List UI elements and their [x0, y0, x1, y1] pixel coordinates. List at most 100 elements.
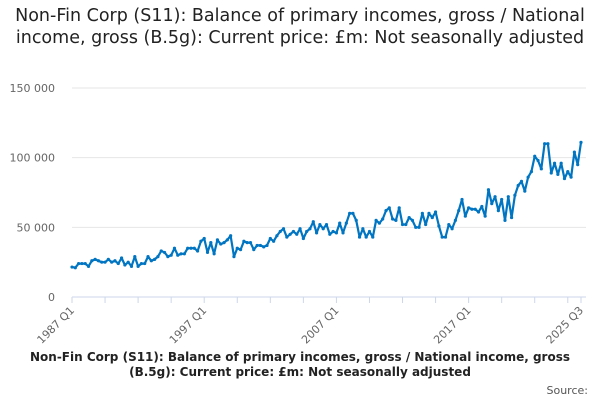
data-point[interactable]	[391, 217, 395, 221]
data-point[interactable]	[476, 210, 481, 214]
data-point[interactable]	[199, 239, 203, 243]
data-point[interactable]	[334, 231, 339, 235]
data-point[interactable]	[143, 261, 147, 266]
data-point[interactable]	[513, 193, 517, 197]
data-point[interactable]	[324, 222, 329, 227]
data-point[interactable]	[519, 179, 524, 183]
data-point[interactable]	[268, 236, 272, 241]
data-point[interactable]	[443, 235, 448, 239]
data-point[interactable]	[414, 225, 418, 229]
data-point[interactable]	[93, 257, 97, 261]
data-point[interactable]	[308, 227, 312, 231]
data-point[interactable]	[229, 234, 233, 238]
data-point[interactable]	[96, 259, 101, 263]
data-point[interactable]	[275, 234, 279, 238]
data-point[interactable]	[103, 260, 107, 264]
data-point[interactable]	[539, 167, 543, 171]
data-point[interactable]	[311, 220, 315, 224]
data-point[interactable]	[265, 243, 269, 248]
data-point[interactable]	[483, 214, 487, 218]
data-point[interactable]	[215, 238, 220, 242]
data-point[interactable]	[288, 232, 292, 236]
data-point[interactable]	[357, 235, 362, 239]
data-point[interactable]	[186, 246, 190, 250]
data-point[interactable]	[298, 227, 302, 231]
data-point[interactable]	[159, 249, 163, 253]
data-point[interactable]	[556, 172, 560, 176]
data-point[interactable]	[209, 241, 213, 245]
data-point[interactable]	[473, 207, 477, 211]
data-point[interactable]	[400, 222, 405, 227]
data-point[interactable]	[195, 249, 200, 253]
data-point[interactable]	[381, 217, 385, 221]
data-point[interactable]	[189, 246, 193, 250]
data-point[interactable]	[179, 252, 183, 256]
data-point[interactable]	[80, 261, 84, 266]
data-point[interactable]	[536, 158, 540, 163]
data-point[interactable]	[523, 189, 527, 193]
data-point[interactable]	[490, 202, 494, 206]
data-point[interactable]	[543, 142, 547, 146]
data-point[interactable]	[377, 221, 381, 225]
data-point[interactable]	[100, 260, 104, 264]
data-point[interactable]	[351, 211, 355, 215]
data-point[interactable]	[496, 209, 500, 213]
data-point[interactable]	[149, 259, 153, 263]
data-point[interactable]	[460, 197, 464, 202]
data-point[interactable]	[116, 261, 120, 266]
data-point[interactable]	[321, 227, 325, 231]
data-point[interactable]	[252, 248, 256, 252]
data-point[interactable]	[348, 211, 352, 215]
data-point[interactable]	[437, 224, 441, 228]
data-point[interactable]	[225, 238, 229, 242]
data-point[interactable]	[281, 227, 286, 231]
data-point[interactable]	[232, 254, 236, 259]
data-point[interactable]	[549, 171, 553, 175]
data-point[interactable]	[552, 161, 557, 165]
data-point[interactable]	[176, 253, 180, 257]
data-point[interactable]	[278, 229, 282, 234]
data-point[interactable]	[344, 221, 348, 225]
data-point[interactable]	[212, 252, 216, 256]
data-point[interactable]	[457, 209, 461, 213]
data-point[interactable]	[338, 221, 342, 225]
data-point[interactable]	[569, 175, 573, 179]
data-point[interactable]	[83, 261, 87, 266]
data-point[interactable]	[470, 207, 474, 211]
data-point[interactable]	[272, 239, 276, 243]
data-point[interactable]	[486, 188, 491, 192]
data-point[interactable]	[106, 257, 110, 261]
data-point[interactable]	[576, 163, 580, 167]
data-point[interactable]	[572, 150, 576, 154]
data-point[interactable]	[526, 175, 530, 179]
data-point[interactable]	[139, 261, 144, 266]
legend-series-name[interactable]: Non-Fin Corp (S11): Balance of primary i…	[30, 350, 570, 379]
data-point[interactable]	[73, 266, 77, 270]
data-point[interactable]	[77, 261, 81, 266]
data-point[interactable]	[182, 252, 186, 256]
data-point[interactable]	[417, 225, 421, 229]
data-point[interactable]	[463, 214, 467, 218]
data-point[interactable]	[133, 254, 137, 259]
data-point[interactable]	[219, 242, 223, 246]
data-point[interactable]	[262, 245, 266, 249]
data-point[interactable]	[506, 195, 510, 199]
data-point[interactable]	[480, 204, 484, 209]
data-point[interactable]	[364, 235, 368, 239]
data-point[interactable]	[384, 209, 388, 213]
data-point[interactable]	[301, 236, 305, 241]
data-point[interactable]	[447, 222, 451, 227]
data-point[interactable]	[367, 229, 372, 234]
data-point[interactable]	[516, 183, 520, 188]
data-point[interactable]	[123, 263, 127, 267]
data-point[interactable]	[450, 227, 454, 231]
data-point[interactable]	[533, 154, 537, 158]
data-point[interactable]	[341, 231, 345, 235]
data-point[interactable]	[361, 227, 365, 231]
data-point[interactable]	[440, 235, 444, 239]
data-point[interactable]	[397, 206, 401, 210]
data-point[interactable]	[129, 264, 134, 268]
data-point[interactable]	[169, 253, 173, 257]
data-point[interactable]	[222, 241, 226, 245]
data-point[interactable]	[546, 142, 550, 146]
